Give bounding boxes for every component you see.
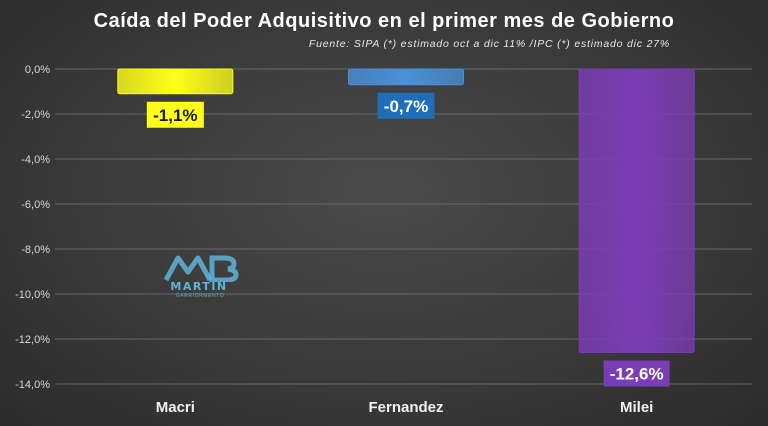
data-label: -0,7% [384, 97, 428, 116]
data-label: -12,6% [610, 365, 664, 384]
data-label-box [146, 101, 204, 128]
y-tick-label: -2,0% [21, 109, 50, 121]
y-tick-label: -10,0% [15, 289, 50, 301]
watermark-subtext: GARRIORMENTO [175, 293, 225, 299]
watermark-logo-icon [163, 255, 239, 282]
y-tick-label: -4,0% [21, 154, 50, 166]
y-tick-label: -6,0% [21, 199, 50, 211]
bar [117, 68, 234, 95]
x-tick-label: Macri [156, 399, 195, 416]
y-tick-label: -8,0% [21, 244, 50, 256]
bar [348, 68, 464, 86]
chart-title: Caída del Poder Adquisitivo en el primer… [93, 10, 675, 32]
x-tick-label: Fernandez [368, 399, 443, 416]
chart-subtitle: Fuente: SIPA (*) estimado oct a dic 11% … [308, 38, 670, 50]
y-tick-label: 0,0% [25, 64, 50, 76]
y-tick-label: -14,0% [15, 379, 50, 391]
bar [578, 68, 695, 353]
watermark-text: MARTIN [170, 280, 228, 293]
x-tick-label: Milei [620, 399, 653, 416]
data-label-box [377, 92, 435, 119]
data-label: -1,1% [153, 106, 197, 125]
y-tick-label: -12,0% [15, 334, 50, 346]
data-label-box [603, 360, 670, 387]
